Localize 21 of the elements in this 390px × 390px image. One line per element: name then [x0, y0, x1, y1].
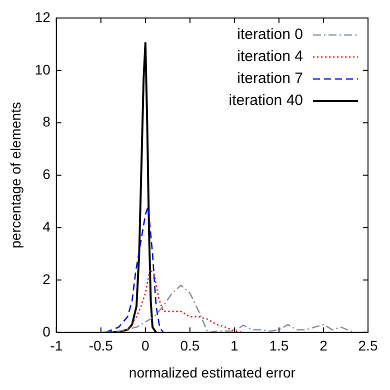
x-tick-label: -1 [50, 338, 63, 354]
x-tick-label: 1.5 [269, 338, 289, 354]
y-tick-label: 10 [34, 61, 51, 78]
y-tick-label: 2 [42, 270, 51, 287]
x-tick-label: 0 [142, 338, 150, 354]
x-tick-label: 1 [230, 338, 239, 354]
legend-label: iteration 7 [237, 70, 303, 88]
legend-label: iteration 4 [237, 48, 303, 66]
legend-label: iteration 40 [228, 92, 303, 110]
y-tick-label: 8 [42, 114, 51, 130]
x-tick-label: -0.5 [88, 338, 114, 354]
x-axis-title: normalized estimated error [128, 364, 296, 380]
y-axis-title: percentage of elements [7, 102, 24, 248]
x-tick-label: 0.5 [180, 338, 200, 354]
y-tick-label: 6 [42, 166, 51, 182]
x-tick-label: 2.5 [358, 338, 378, 354]
y-tick-label: 0 [42, 323, 51, 340]
y-tick-label: 12 [34, 8, 51, 25]
y-tick-label: 4 [42, 218, 51, 234]
x-tick-label: 2 [320, 338, 328, 354]
legend-label: iteration 0 [237, 26, 303, 44]
